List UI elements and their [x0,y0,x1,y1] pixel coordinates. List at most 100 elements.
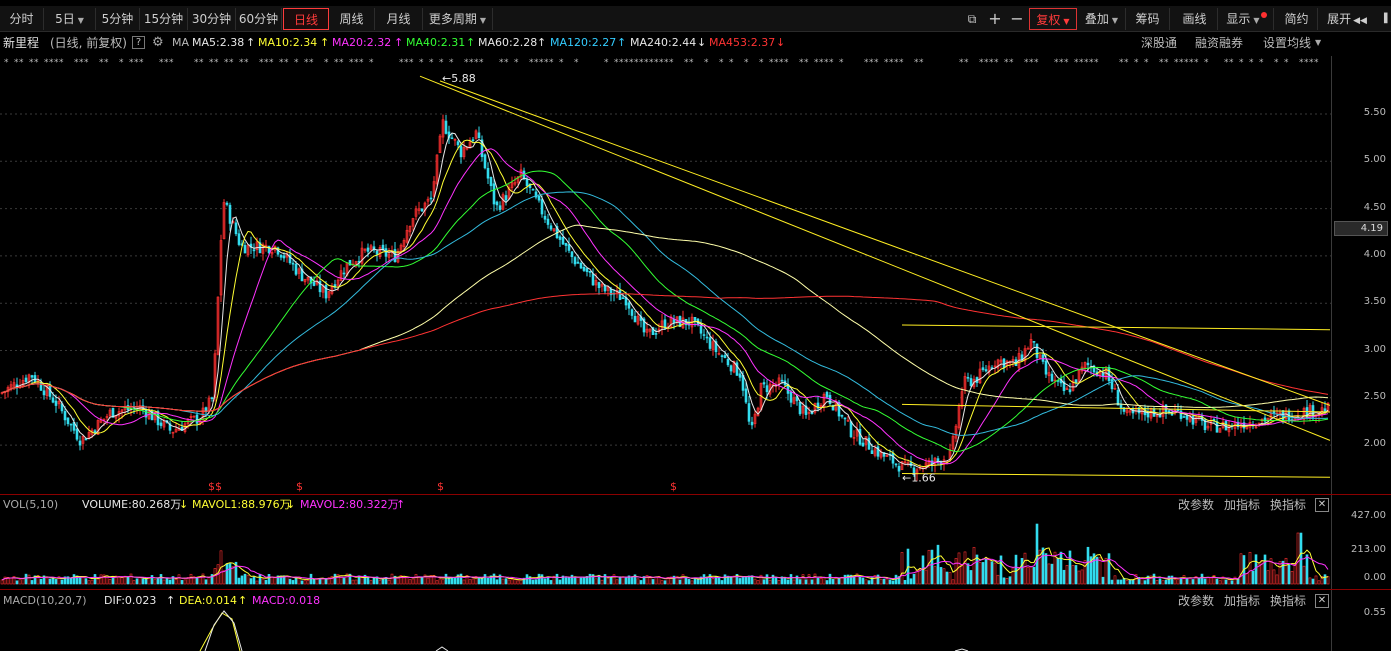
event-dot-icon: * [279,58,284,67]
volume-swap-indicator-button[interactable]: 换指标 [1270,498,1307,512]
volume-bar [120,577,124,585]
volume-bar [51,577,55,585]
candle-body [903,461,907,464]
volume-bar [1092,553,1096,585]
plus-icon[interactable]: + [988,9,1002,28]
xianshi-button[interactable]: 显示 ▼ [1220,8,1274,30]
volume-bar [816,578,820,585]
panel-divider [0,589,1391,590]
candle-body [444,120,448,134]
period-monthly[interactable]: 月线 [375,8,423,30]
candle-body [567,244,571,251]
candle-body [75,428,79,440]
ma10-arrow: ↑ [320,36,330,49]
volume-bar [1131,579,1135,585]
candle-body [735,362,739,376]
copy-icon[interactable]: ⧉ [967,12,977,26]
shengutong-link[interactable]: 深股通 [1141,36,1178,50]
candle-body [1092,365,1096,373]
event-marker-icon: $ [670,480,677,493]
candle-body [648,328,652,332]
candle-body [675,316,679,323]
candle-body [480,139,484,157]
candle-body [150,411,154,421]
candlestick-chart[interactable]: ←5.88←1.66$ $ $ $ $ [0,66,1331,496]
event-dot-icon: * [1304,58,1309,67]
close-icon[interactable]: ✕ [1315,594,1329,608]
volume-bar [453,577,457,585]
volume-bar [258,573,262,585]
fuquan-button[interactable]: 复权 ▼ [1029,8,1077,30]
ma-settings-button[interactable]: 设置均线 [1263,36,1312,50]
period-30min[interactable]: 30分钟 [188,8,236,30]
period-fenshi[interactable]: 分时 [0,8,44,30]
event-dot-icon: * [864,58,869,67]
collapse-right-icon[interactable]: ▐ [1380,14,1388,24]
volume-bar [615,579,619,585]
volume-bar [441,579,445,585]
volume-bar [783,577,787,585]
event-dot-icon: * [824,58,829,67]
volume-bar [174,578,178,585]
candle-body [234,222,238,235]
period-5day[interactable]: 5日 ▼ [44,8,96,30]
volume-bar [792,579,796,585]
event-dot-icon: * [639,58,644,67]
volume-bar [1284,557,1288,585]
volume-bar [657,576,661,585]
candle-body [300,268,304,282]
macd-add-indicator-button[interactable]: 加指标 [1224,594,1261,608]
diejia-button[interactable]: 叠加 ▼ [1078,8,1126,30]
help-icon[interactable]: ? [132,36,145,49]
macd-chart[interactable] [0,609,1331,651]
jianyue-button[interactable]: 简约 [1276,8,1318,30]
event-dot-icon: * [429,58,434,67]
candle-body [471,139,475,142]
volume-bar [633,574,637,585]
candle-body [531,188,535,191]
candle-body [1068,389,1072,393]
period-weekly[interactable]: 周线 [329,8,375,30]
volume-bar [255,580,259,585]
volume-bar [93,574,97,585]
margin-trading-link[interactable]: 融资融券 [1195,36,1244,50]
period-daily[interactable]: 日线 [283,8,329,30]
ma240-value: MA240:2.44 [630,36,697,49]
macd-value: MACD:0.018 [252,594,321,607]
minus-icon[interactable]: − [1010,9,1024,28]
chouma-button[interactable]: 筹码 [1126,8,1170,30]
volume-chart[interactable] [0,514,1331,586]
volume-bar [1149,575,1153,585]
volume-bar [402,577,406,585]
period-60min[interactable]: 60分钟 [236,8,282,30]
volume-bar [423,574,427,585]
candle-body [24,377,28,382]
period-5min[interactable]: 5分钟 [96,8,140,30]
event-dot-icon: * [979,58,984,67]
volume-bar [354,579,358,585]
candle-body [168,423,172,431]
candle-body [1194,415,1198,423]
candle-body [732,360,736,373]
volume-bar [939,567,943,585]
volume-bar [990,561,994,585]
candle-body [765,385,769,393]
volume-add-indicator-button[interactable]: 加指标 [1224,498,1261,512]
volume-bar [186,577,190,585]
volume-bar [537,573,541,585]
candle-body [843,417,847,420]
gear-icon[interactable]: ⚙ [152,35,164,50]
volume-change-params-button[interactable]: 改参数 [1178,498,1215,512]
period-15min[interactable]: 15分钟 [140,8,188,30]
huaxian-button[interactable]: 画线 [1172,8,1218,30]
macd-swap-indicator-button[interactable]: 换指标 [1270,594,1307,608]
candle-body [318,280,322,293]
volume-bar [624,576,628,585]
volume-bar [696,579,700,585]
close-icon[interactable]: ✕ [1315,498,1329,512]
zhankai-button[interactable]: 展开 ◀◀ [1320,8,1374,30]
volume-bar [1188,577,1192,585]
macd-change-params-button[interactable]: 改参数 [1178,594,1215,608]
period-more[interactable]: 更多周期 ▼ [423,8,493,30]
volume-bar [243,573,247,585]
